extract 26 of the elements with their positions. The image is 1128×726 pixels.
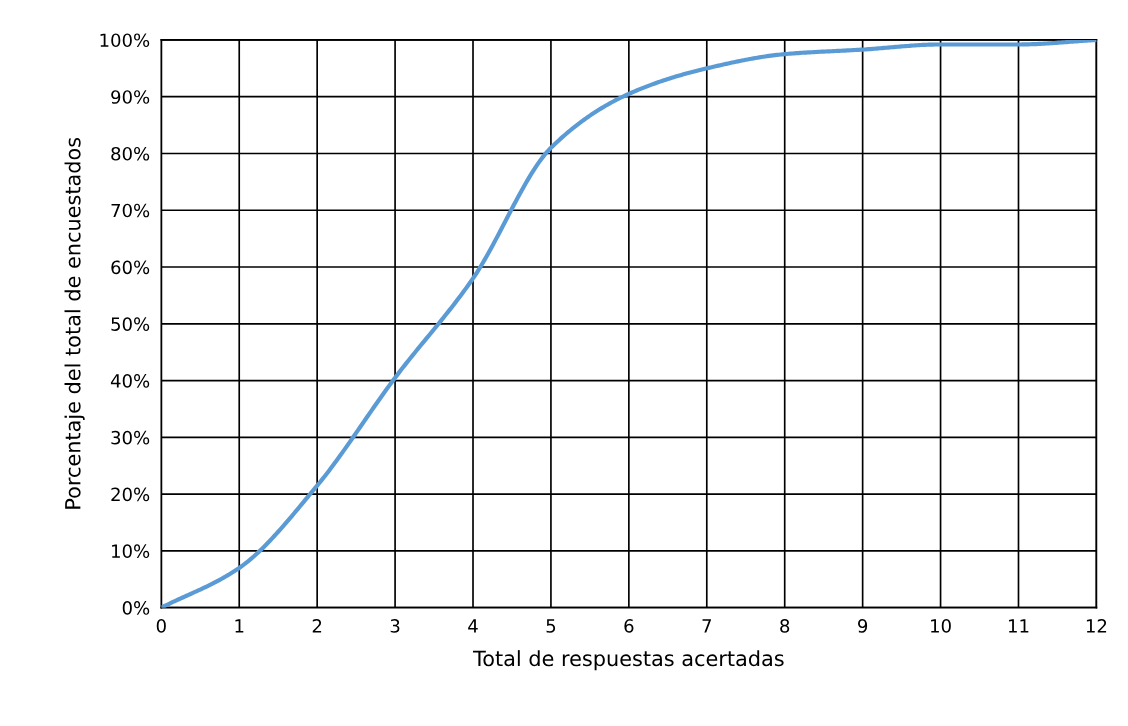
x-tick-label: 1 bbox=[235, 619, 244, 633]
x-tick-label: 10 bbox=[931, 619, 951, 633]
x-tick-label: 9 bbox=[858, 619, 868, 633]
x-axis-title: Total de respuestas acertadas bbox=[473, 650, 784, 671]
y-tick-label: 10% bbox=[112, 544, 150, 559]
y-tick-label: 30% bbox=[111, 430, 150, 445]
x-tick-label: 8 bbox=[780, 619, 790, 633]
x-tick-label: 6 bbox=[624, 619, 634, 633]
y-axis-title: Porcentaje del total de encuestados bbox=[64, 137, 85, 509]
y-tick-label: 40% bbox=[110, 374, 150, 388]
x-tick-label: 3 bbox=[390, 619, 400, 633]
x-tick-label: 4 bbox=[468, 619, 478, 633]
x-tick-label: 2 bbox=[312, 619, 322, 633]
y-tick-label: 80% bbox=[111, 146, 150, 161]
y-tick-label: 70% bbox=[111, 203, 150, 218]
x-tick-label: 12 bbox=[1086, 619, 1107, 633]
y-tick-label: 100% bbox=[100, 33, 150, 48]
y-tick-label: 0% bbox=[122, 601, 150, 615]
y-tick-label: 50% bbox=[111, 317, 150, 331]
x-tick-label: 7 bbox=[702, 619, 711, 633]
x-tick-label: 0 bbox=[156, 619, 166, 633]
y-tick-label: 90% bbox=[111, 90, 150, 104]
x-tick-label: 11 bbox=[1008, 619, 1029, 633]
y-tick-label: 20% bbox=[111, 487, 150, 502]
y-tick-label: 60% bbox=[111, 260, 150, 275]
x-tick-label: 5 bbox=[546, 619, 556, 633]
